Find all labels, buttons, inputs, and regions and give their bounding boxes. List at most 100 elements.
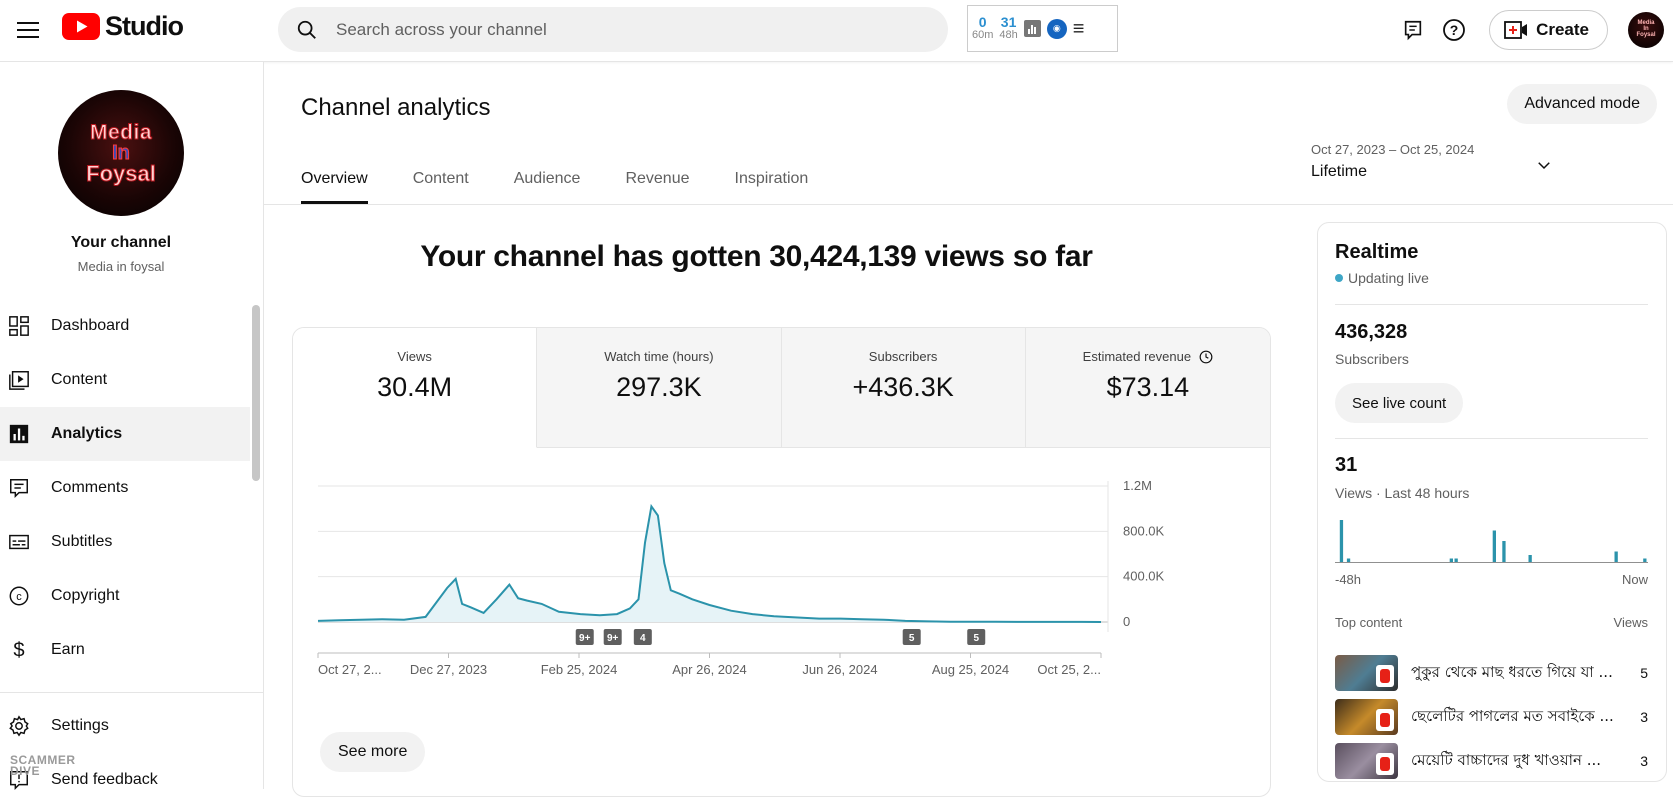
tab-overview[interactable]: Overview [301,154,368,204]
sidebar-item-label: Copyright [51,587,120,604]
sidebar-item-label: Analytics [51,425,123,442]
channel-name: Media in foysal [77,259,165,274]
top-content-row[interactable]: ছেলেটির পাগলের মত সবাইকে ... 3 [1335,699,1648,735]
extension-menu-icon[interactable]: ≡ [1072,17,1085,40]
chevron-down-icon [1538,162,1550,170]
dashboard-icon [7,314,31,338]
sidebar-item-label: Subtitles [51,533,113,550]
metric-value: $73.14 [1106,372,1190,402]
x-tick-label: Apr 26, 2024 [672,662,746,677]
metric-revenue[interactable]: Estimated revenue $73.14 [1025,328,1270,448]
see-live-count-button[interactable]: See live count [1335,383,1464,423]
extension-widget[interactable]: 0 60m 31 48h ◉ ≡ [967,5,1118,52]
realtime-bar [1492,530,1496,562]
advanced-mode-button[interactable]: Advanced mode [1507,84,1657,124]
annotation-marker [575,629,594,645]
realtime-divider [1335,438,1648,439]
sidebar-item-feedback[interactable]: Send feedback [0,753,250,807]
sidebar-item-dashboard[interactable]: Dashboard [0,299,250,353]
annotation-marker [902,629,921,645]
menu-icon[interactable] [8,10,48,50]
realtime-bar [1643,558,1647,562]
watermark-line: SCAMMER [10,753,76,767]
comments-icon [7,476,31,500]
see-more-button[interactable]: See more [320,732,426,772]
top-content-label: Top content [1335,615,1403,630]
sidebar-item-label: Dashboard [51,317,130,334]
realtime-bar [1614,551,1618,562]
realtime-bar [1346,558,1351,562]
annotation-label: 9+ [607,633,619,644]
help-icon[interactable]: ? [1434,10,1474,50]
x-tick-label: Oct 27, 2... [318,662,382,677]
avatar-text-line: Foysal [86,160,157,186]
create-label: Create [1536,20,1589,39]
sidebar-item-label: Send feedback [51,771,158,788]
realtime-views-label: Views · Last 48 hours [1335,485,1470,501]
svg-text:?: ? [1450,22,1459,38]
video-title: ছেলেটির পাগলের মত সবাইকে ... [1411,706,1614,725]
svg-text:c: c [16,591,22,603]
metric-label: Views [397,349,432,364]
studio-logo[interactable]: Studio [62,11,184,42]
metric-label: Subscribers [868,349,938,364]
top-content-row[interactable]: মেয়েটি বাচ্চাদের দুধ খাওয়ান ... 3 [1335,743,1648,779]
date-range-text: Oct 27, 2023 – Oct 25, 2024 [1311,142,1475,157]
tab-revenue[interactable]: Revenue [625,170,690,187]
views-chart-svg: 0 400.0K 800.0K 1.2M 9+ 9+ 4 5 5 Oct 27, 2... Dec … [317,478,1165,677]
sidebar-item-settings[interactable]: Settings [0,699,250,753]
clock-icon [1199,350,1213,363]
realtime-subscribers: 436,328 [1335,321,1408,343]
search-input[interactable] [336,19,896,40]
tab-audience[interactable]: Audience [513,170,581,187]
views-chart: 0 400.0K 800.0K 1.2M 9+ 9+ 4 5 5 Oct 27, 2... Dec … [293,448,1270,796]
channel-avatar[interactable]: Media In Foysal [58,90,184,216]
sidebar-item-comments[interactable]: Comments [0,461,250,515]
realtime-title: Realtime [1335,241,1419,263]
bar-chart-icon[interactable] [1023,20,1041,37]
ext-stat-60m: 0 60m [972,15,993,41]
metric-watch-time[interactable]: Watch time (hours) 297.3K [537,328,782,448]
x-tick-label: Oct 25, 2... [1037,662,1101,677]
sidebar-item-content[interactable]: Content [0,353,250,407]
sidebar-item-label: Settings [51,717,109,734]
realtime-bar [1454,558,1458,562]
x-tick-label: Dec 27, 2023 [410,662,487,677]
realtime-bar [1502,541,1506,562]
top-content-row[interactable]: পুকুর থেকে মাছ ধরতে গিয়ে যা ... 5 [1335,655,1648,691]
realtime-bar [1528,555,1532,562]
ext-stat-48h: 31 48h [999,15,1017,41]
annotation-marker [633,629,652,645]
shorts-icon [1376,665,1394,687]
tab-content[interactable]: Content [412,170,469,187]
account-avatar[interactable]: Media In Foysal [1628,12,1664,48]
views-headline: Your channel has gotten 30,424,139 views… [420,240,1093,273]
sidebar-item-earn[interactable]: $ Earn [0,623,250,677]
metric-value: +436.3K [852,372,954,402]
channel-title: Your channel [70,234,172,251]
search-bar[interactable] [278,7,948,52]
sidebar-item-subtitles[interactable]: Subtitles [0,515,250,569]
realtime-card: Realtime Updating live 436,328 Subscribe… [1317,222,1667,782]
realtime-bar [1339,520,1344,562]
youtube-logo-icon [62,13,100,40]
metric-subscribers[interactable]: Subscribers +436.3K [781,328,1026,448]
extension-logo-icon[interactable]: ◉ [1046,18,1067,39]
video-title: মেয়েটি বাচ্চাদের দুধ খাওয়ান ... [1411,750,1602,769]
metric-views[interactable]: Views 30.4M [293,328,538,448]
top-content-header: Top content Views [1335,615,1648,630]
metric-value: 297.3K [616,372,702,402]
sidebar-item-label: Comments [51,479,129,496]
sidebar-item-analytics[interactable]: Analytics [0,407,250,461]
axis-end-label: Now [1621,572,1648,587]
logo-text: Studio [105,11,184,41]
sidebar-scrollbar[interactable] [252,305,260,481]
avatar-lettering: Media In Foysal [1636,20,1656,38]
create-button[interactable]: Create [1489,10,1608,50]
messages-icon[interactable] [1393,10,1433,50]
video-views: 5 [1640,665,1648,681]
realtime-axis: -48h Now [1335,572,1648,587]
date-range-picker[interactable]: Oct 27, 2023 – Oct 25, 2024 Lifetime [1311,142,1571,192]
tab-inspiration[interactable]: Inspiration [734,170,809,187]
sidebar-item-copyright[interactable]: c Copyright [0,569,250,623]
